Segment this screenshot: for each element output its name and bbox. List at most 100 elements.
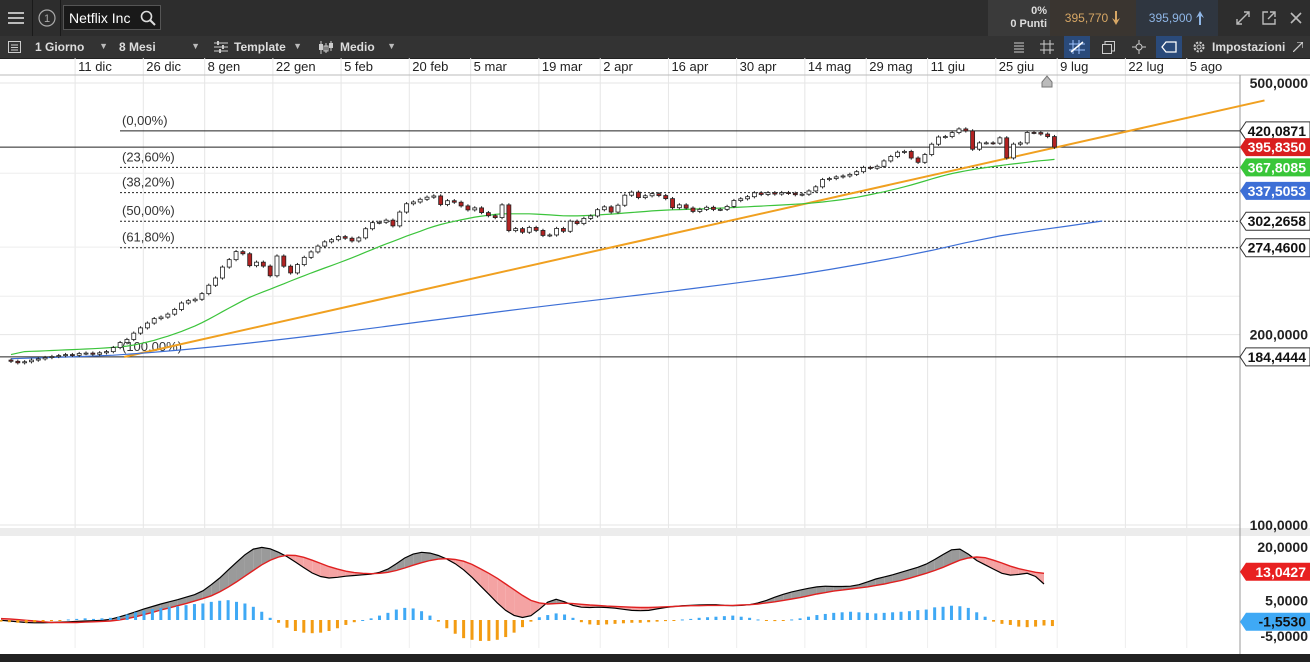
x-tick-label: 5 mar: [474, 59, 508, 74]
candle-body: [349, 237, 355, 242]
chevron-down-icon: ▼: [99, 41, 108, 51]
candle-body: [131, 332, 137, 340]
candle-body: [390, 219, 396, 227]
period-dropdown[interactable]: 1 Giorno ▼: [30, 36, 114, 58]
candle-body: [179, 302, 184, 310]
macd-histogram-bar: [159, 607, 163, 620]
change-points: 0 Punti: [1010, 18, 1047, 30]
macd-fill: [858, 581, 868, 588]
info-button[interactable]: 1: [33, 0, 61, 36]
range-label: 8 Mesi: [119, 40, 156, 54]
range-dropdown[interactable]: 8 Mesi ▼: [114, 36, 206, 58]
maximize-button[interactable]: [1286, 36, 1310, 58]
candle-body: [301, 256, 307, 266]
pin-button[interactable]: [1126, 36, 1152, 58]
candle-body: [663, 195, 669, 200]
chevron-down-icon: ▼: [293, 41, 302, 51]
candle-body: [458, 201, 464, 207]
macd-histogram-bar: [891, 612, 895, 620]
scroll-handle-icon[interactable]: [1041, 75, 1053, 88]
macd-histogram-bar: [108, 617, 112, 620]
candle-body: [1052, 136, 1057, 148]
y-tick-label: 200,0000: [1250, 327, 1309, 343]
macd-fill: [800, 588, 809, 598]
macd-histogram-bar: [714, 616, 718, 620]
sell-price: 395,770: [1064, 11, 1109, 25]
macd-fill: [926, 559, 935, 574]
popout-button[interactable]: [1256, 0, 1282, 36]
chart-style-dropdown[interactable]: Medio ▼: [312, 36, 402, 58]
candle-body: [260, 261, 266, 267]
sell-button[interactable]: 395,770: [1050, 0, 1136, 36]
grid: [0, 58, 1310, 654]
candle-body: [792, 192, 798, 196]
macd-fill: [219, 570, 229, 592]
chevron-down-icon: ▼: [387, 41, 396, 51]
macd-histogram-bar: [806, 616, 810, 620]
macd-histogram-bar: [554, 613, 558, 620]
candle-body: [438, 195, 444, 205]
candle-body: [424, 196, 430, 200]
macd-histogram-bar: [907, 611, 911, 620]
info-icon: 1: [37, 9, 56, 27]
macd-histogram-bar: [403, 607, 407, 620]
macd-fill: [867, 579, 876, 587]
close-button[interactable]: [1282, 0, 1310, 36]
macd-histogram-bar: [16, 620, 20, 623]
candle-body: [506, 204, 512, 232]
fib-value-tag-bg: [1239, 347, 1310, 367]
macd-fill: [413, 552, 422, 566]
macd-fill: [295, 555, 304, 568]
macd-fill: [312, 560, 321, 577]
x-tick-label: 11 giu: [931, 59, 965, 74]
candle-body: [758, 192, 764, 195]
expand-button[interactable]: [1230, 0, 1256, 36]
candle-body: [581, 217, 587, 224]
candle-body: [983, 142, 989, 145]
macd-histogram-bar: [579, 620, 583, 623]
candle-body: [670, 198, 675, 209]
indicators-button[interactable]: [1006, 36, 1032, 58]
macd-histogram-bar: [49, 620, 53, 622]
template-dropdown[interactable]: Template ▼: [208, 36, 308, 58]
fib-value-tag-label: 420,0871: [1248, 123, 1307, 139]
macd-histogram-bar: [117, 616, 121, 620]
price-chart[interactable]: 11 dic 26 dic 8 gen 22 gen 5 feb 20 feb 5 mar 1…: [0, 58, 1310, 654]
candle-body: [990, 142, 996, 145]
fib-value-tag-bg: [1239, 121, 1310, 141]
macd-histogram-bar: [849, 611, 853, 620]
candle-body: [63, 354, 68, 357]
macd-histogram-bar: [571, 617, 575, 620]
macd-y-tick-label: 20,0000: [1257, 539, 1308, 555]
pin-icon: [1132, 40, 1146, 54]
candle-body: [874, 165, 880, 169]
macd-fill: [329, 566, 338, 578]
crosshair-button[interactable]: [1064, 36, 1090, 58]
tag-icon: [1161, 41, 1177, 53]
chart-style-label: Medio: [340, 40, 375, 54]
fib-value-tag: 420,0871: [1239, 121, 1310, 141]
candle-body: [820, 179, 825, 188]
macd-value-tag-bg: [1240, 562, 1310, 581]
macd-histogram-bar: [260, 611, 264, 620]
candle-body: [738, 198, 744, 201]
macd-histogram-bar: [428, 615, 432, 620]
list-button[interactable]: [0, 36, 28, 58]
instrument-search[interactable]: Netflix Inc: [63, 5, 161, 30]
macd-histogram-bar: [0, 620, 3, 622]
macd-histogram-bar: [1034, 620, 1038, 627]
buy-button[interactable]: 395,900: [1136, 0, 1218, 36]
tag-button[interactable]: [1156, 36, 1182, 58]
layers-button[interactable]: [1096, 36, 1122, 58]
fib-value-tag: 184,4444: [1239, 347, 1310, 367]
x-tick-label: 9 lug: [1060, 59, 1088, 74]
menu-button[interactable]: [0, 0, 33, 36]
candle-body: [124, 339, 130, 343]
candle-body: [15, 360, 21, 364]
grid-button[interactable]: [1034, 36, 1060, 58]
macd-fill: [472, 564, 481, 586]
change-box: 0% 0 Punti: [988, 0, 1050, 36]
settings-button[interactable]: Impostazioni: [1186, 36, 1286, 58]
macd-histogram-bar: [150, 609, 154, 620]
macd-histogram-bar: [874, 613, 878, 620]
